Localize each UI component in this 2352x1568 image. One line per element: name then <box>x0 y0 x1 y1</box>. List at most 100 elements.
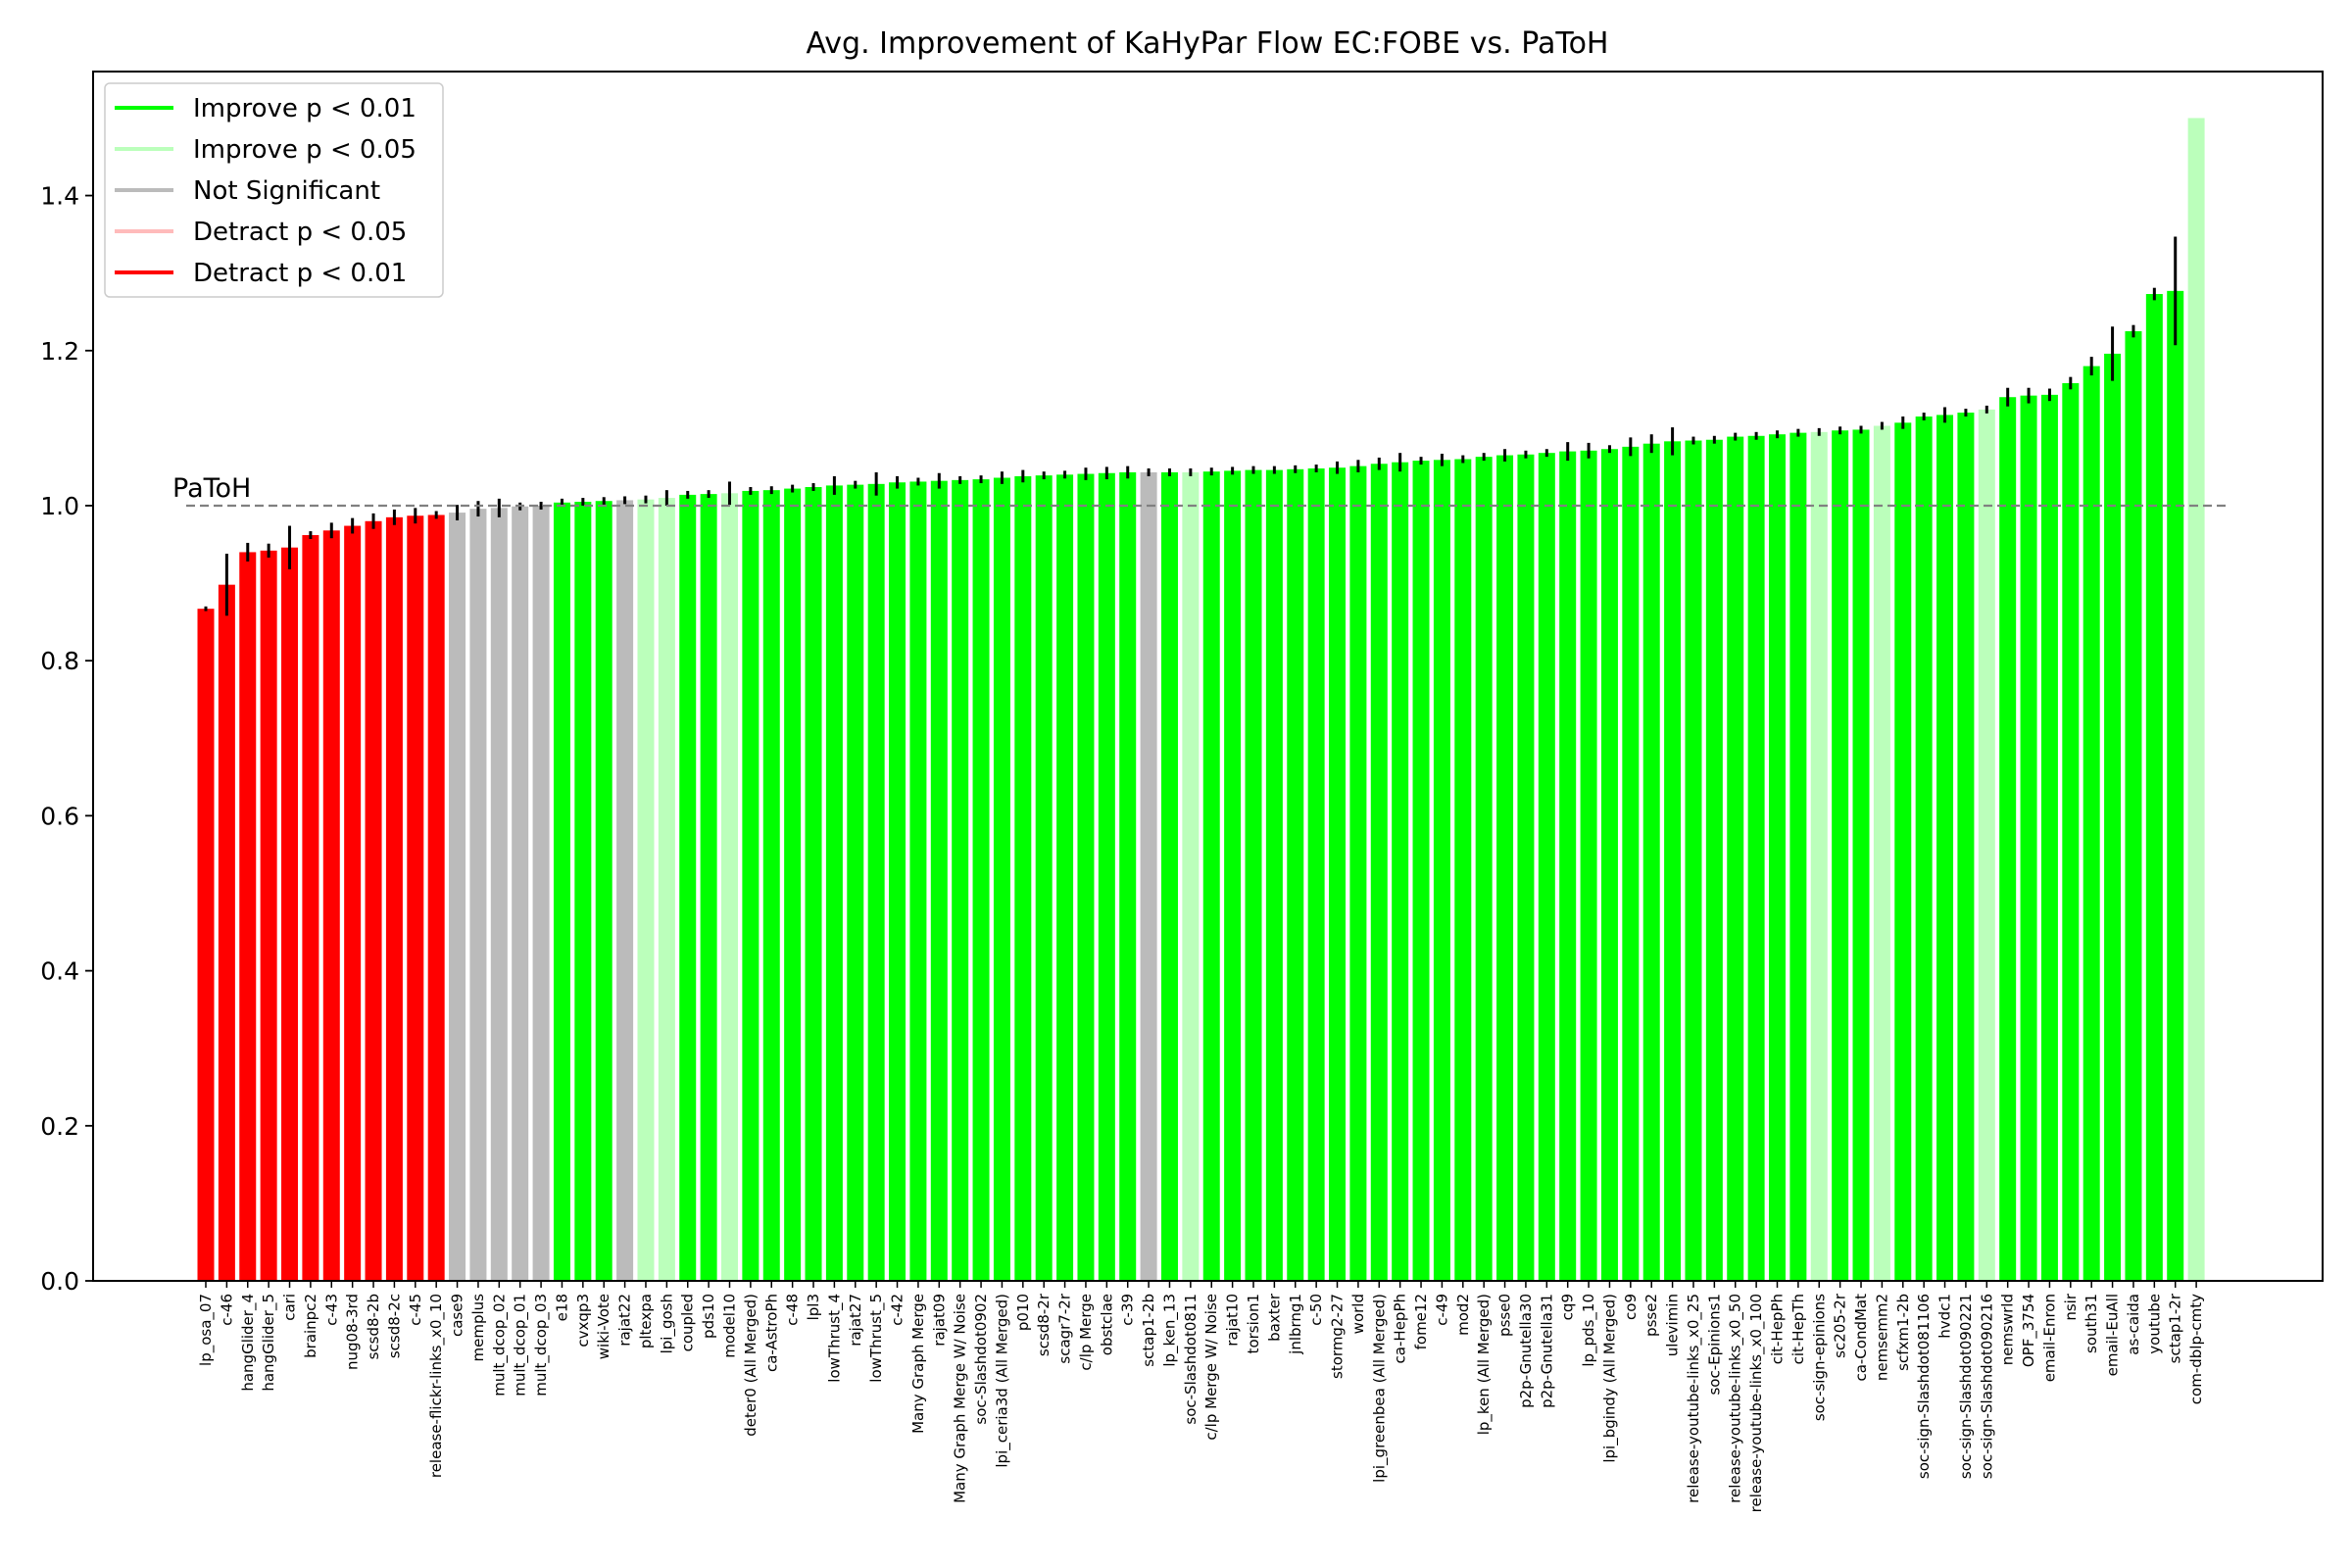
bar <box>2167 290 2184 1281</box>
x-tick-label: cvxqp3 <box>574 1294 592 1348</box>
legend-label: Improve p < 0.05 <box>193 135 416 165</box>
bar <box>784 488 802 1281</box>
bar <box>972 479 990 1282</box>
x-tick-label: com-dblp-cmty <box>2187 1294 2205 1404</box>
legend-label: Detract p < 0.01 <box>193 259 407 288</box>
chart-title: Avg. Improvement of KaHyPar Flow EC:FOBE… <box>807 26 1609 61</box>
bar <box>344 525 362 1281</box>
bar <box>427 514 445 1281</box>
x-tick-label: cari <box>281 1294 299 1321</box>
x-tick-label: fome12 <box>1412 1294 1430 1349</box>
x-tick-label: sc205-2r <box>1832 1293 1849 1358</box>
x-tick-label: lpi_gosh <box>658 1294 676 1353</box>
bar <box>1957 413 1975 1281</box>
bar <box>553 502 570 1281</box>
x-tick-label: p2p-Gnutella30 <box>1517 1294 1535 1408</box>
bar <box>1182 471 1200 1282</box>
x-tick-label: c-42 <box>889 1294 906 1326</box>
bar <box>1140 471 1157 1282</box>
bar <box>1915 416 1933 1281</box>
x-tick-label: cit-HepTh <box>1789 1294 1807 1364</box>
legend-label: Not Significant <box>193 176 380 206</box>
bar <box>1747 435 1765 1281</box>
bar <box>1370 464 1388 1281</box>
bar <box>1978 409 1995 1281</box>
x-tick-label: release-flickr-links_x0_10 <box>427 1294 446 1478</box>
bar <box>512 506 529 1281</box>
x-tick-label: email-EuAll <box>2104 1294 2122 1376</box>
bar <box>2062 382 2080 1281</box>
bar <box>2040 394 2058 1281</box>
bar <box>1287 468 1304 1281</box>
x-tick-label: lp_ken_13 <box>1160 1294 1179 1367</box>
bar <box>2020 395 2037 1281</box>
bar <box>532 505 550 1281</box>
x-tick-label: lpi_bgindy (All Merged) <box>1600 1294 1619 1463</box>
y-tick-label: 0.2 <box>40 1112 79 1141</box>
bar <box>2125 330 2142 1281</box>
x-tick-label: soc-Slashdot0902 <box>972 1294 990 1425</box>
bar <box>1454 459 1472 1281</box>
bar <box>260 550 277 1281</box>
bar <box>1056 474 1074 1282</box>
bar <box>2145 294 2163 1281</box>
x-tick-label: scfxm1-2b <box>1894 1294 1912 1371</box>
x-tick-label: pltexpa <box>637 1294 655 1348</box>
bar <box>385 516 403 1281</box>
x-tick-label: sctap1-2b <box>1140 1294 1157 1367</box>
x-tick-label: soc-sign-Slashdot090216 <box>1978 1294 1995 1479</box>
x-tick-label: c/lp Merge <box>1077 1294 1095 1371</box>
x-tick-label: deter0 (All Merged) <box>742 1294 760 1437</box>
x-tick-label: model10 <box>721 1294 739 1358</box>
bar <box>1936 415 1954 1281</box>
bar <box>867 483 885 1282</box>
x-tick-label: lowThrust_4 <box>825 1294 844 1383</box>
reference-line-label: PaToH <box>172 473 251 504</box>
x-tick-label: soc-Slashdot0811 <box>1182 1294 1200 1425</box>
legend <box>104 82 444 298</box>
x-tick-label: south31 <box>2082 1294 2100 1353</box>
bar <box>637 499 655 1281</box>
x-tick-label: rajat09 <box>930 1294 948 1347</box>
bar <box>1894 422 1912 1282</box>
bar <box>1999 397 2017 1282</box>
bar <box>1685 440 1702 1281</box>
bar <box>805 486 822 1281</box>
y-tick-label: 1.4 <box>40 182 79 211</box>
x-tick-label: c-50 <box>1307 1294 1325 1326</box>
bar <box>1098 472 1115 1281</box>
bar <box>365 520 382 1281</box>
bar <box>1392 462 1409 1281</box>
y-tick-label: 0.4 <box>40 957 79 986</box>
bar <box>1202 471 1220 1281</box>
x-tick-label: c/lp Merge W/ Noise <box>1202 1294 1220 1441</box>
bar <box>1307 468 1325 1281</box>
bar <box>762 490 780 1281</box>
bar <box>1412 461 1430 1282</box>
x-tick-label: c-43 <box>322 1294 340 1326</box>
x-tick-label: baxter <box>1265 1293 1283 1342</box>
bar <box>1475 457 1493 1281</box>
x-tick-label: nemswrld <box>1999 1294 2017 1365</box>
x-tick-label: mult_dcop_02 <box>490 1294 509 1396</box>
x-tick-label: ca-CondMat <box>1852 1294 1870 1382</box>
bar <box>825 485 843 1281</box>
bar <box>1559 451 1577 1282</box>
bar <box>1035 475 1053 1281</box>
bar <box>1119 471 1137 1282</box>
bar <box>490 508 508 1281</box>
bar <box>1517 454 1535 1281</box>
x-tick-label: scsd8-2b <box>365 1294 382 1359</box>
bar <box>302 535 319 1281</box>
x-tick-label: coupled <box>679 1294 697 1351</box>
bar <box>1580 450 1597 1281</box>
x-tick-label: cq9 <box>1559 1294 1577 1320</box>
x-tick-label: rajat27 <box>847 1294 864 1347</box>
bar <box>407 515 424 1281</box>
x-tick-label: lpi_ceria3d (All Merged) <box>993 1294 1011 1468</box>
x-tick-label: as-caida <box>2125 1294 2142 1355</box>
bar <box>952 479 969 1281</box>
bar <box>616 500 634 1281</box>
bar <box>930 480 948 1281</box>
x-tick-label: lpi_greenbea (All Merged) <box>1370 1294 1389 1483</box>
